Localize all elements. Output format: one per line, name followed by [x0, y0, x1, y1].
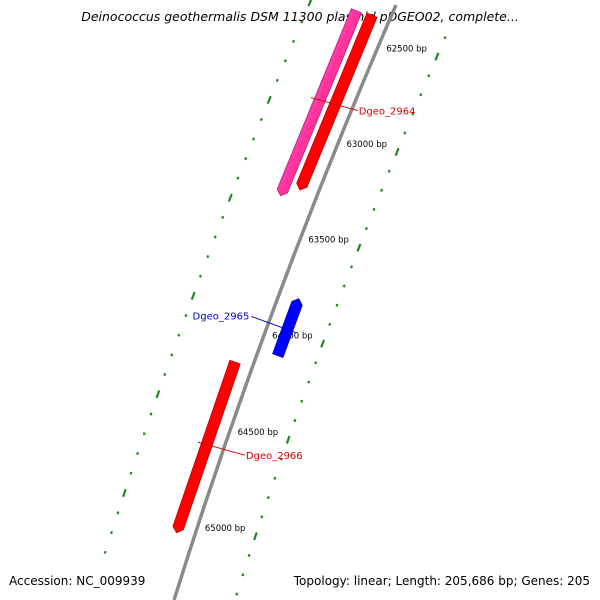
- major-tick: [307, 0, 313, 7]
- minor-tick: [387, 169, 391, 173]
- major-tick: [356, 243, 362, 252]
- tick-marks: 62500 bp 63000 bp 63500 bp 64000 bp 64500 bp…: [103, 0, 447, 596]
- minor-tick: [300, 399, 304, 403]
- minor-tick: [184, 313, 188, 318]
- label-leader-line: [197, 441, 246, 456]
- summary-text: Topology: linear; Length: 205,686 bp; Ge…: [293, 574, 590, 588]
- major-tick: [253, 532, 258, 541]
- map-title: Deinococcus geothermalis DSM 11300 plasm…: [81, 9, 519, 24]
- minor-tick: [244, 156, 248, 161]
- minor-tick: [427, 74, 431, 78]
- minor-tick: [380, 188, 384, 192]
- minor-tick: [206, 254, 210, 259]
- minor-tick: [350, 265, 354, 269]
- gene-labels: Dgeo_2964 Dgeo_2965 Dgeo_2966: [193, 97, 416, 462]
- minor-tick: [307, 380, 311, 384]
- minor-tick: [235, 592, 239, 596]
- minor-tick: [142, 432, 146, 436]
- major-tick: [155, 390, 161, 399]
- label-leader-line: [310, 97, 358, 112]
- gene-body: [172, 359, 241, 534]
- backbone-line: [172, 4, 398, 600]
- major-tick: [285, 435, 291, 444]
- minor-tick: [260, 515, 264, 519]
- minor-tick: [247, 553, 251, 558]
- minor-tick: [273, 476, 277, 480]
- minor-tick: [443, 35, 447, 40]
- minor-tick: [103, 550, 107, 554]
- gene-label[interactable]: Dgeo_2966: [246, 451, 303, 462]
- major-tick: [266, 95, 272, 105]
- minor-tick: [149, 412, 153, 416]
- minor-tick: [342, 284, 346, 288]
- minor-tick: [251, 137, 255, 141]
- minor-tick: [328, 322, 332, 327]
- minor-tick: [411, 112, 415, 116]
- minor-tick: [213, 235, 217, 239]
- gene-dgeo-2965[interactable]: [272, 298, 303, 358]
- gene-bevel: [278, 9, 355, 191]
- tick-label: 64000 bp: [272, 332, 313, 342]
- minor-tick: [364, 226, 368, 231]
- tick-label: 63500 bp: [308, 236, 349, 246]
- gene-label[interactable]: Dgeo_2964: [359, 107, 416, 118]
- minor-tick: [259, 117, 263, 122]
- minor-tick: [335, 303, 339, 307]
- minor-tick: [116, 511, 120, 515]
- minor-tick: [198, 274, 202, 278]
- minor-tick: [280, 457, 283, 461]
- minor-tick: [236, 176, 240, 180]
- minor-tick: [372, 207, 376, 212]
- minor-tick: [403, 131, 407, 135]
- gene-dgeo-2964[interactable]: [276, 8, 363, 197]
- gene-label[interactable]: Dgeo_2965: [193, 311, 250, 322]
- tick-label: 64500 bp: [238, 428, 279, 438]
- minor-tick: [177, 333, 181, 337]
- gene-body: [276, 8, 363, 197]
- major-tick: [122, 488, 127, 498]
- minor-tick: [241, 573, 245, 577]
- gene-bevel: [297, 13, 371, 185]
- minor-tick: [419, 93, 423, 97]
- tick-label: 65000 bp: [205, 524, 246, 534]
- minor-tick: [275, 78, 279, 83]
- minor-tick: [110, 530, 113, 535]
- minor-tick: [221, 215, 225, 219]
- gene-dgeo-2966[interactable]: [172, 359, 241, 534]
- minor-tick: [266, 495, 270, 500]
- minor-tick: [170, 353, 174, 357]
- minor-tick: [293, 418, 297, 423]
- label-leader-line: [251, 316, 296, 333]
- minor-tick: [129, 471, 133, 475]
- minor-tick: [283, 59, 287, 63]
- minor-tick: [314, 361, 318, 365]
- major-tick: [320, 339, 326, 348]
- tick-label: 62500 bp: [386, 45, 427, 55]
- tick-label: 63000 bp: [346, 140, 387, 150]
- major-tick: [434, 52, 440, 61]
- major-tick: [190, 291, 196, 301]
- gene-upper-red[interactable]: [296, 12, 378, 191]
- major-tick: [394, 147, 400, 157]
- minor-tick: [163, 372, 167, 377]
- accession-text: Accession: NC_009939: [9, 574, 146, 588]
- major-tick: [227, 193, 233, 202]
- minor-tick: [300, 20, 304, 24]
- minor-tick: [291, 39, 296, 43]
- minor-tick: [136, 451, 140, 456]
- gene-body: [296, 12, 378, 191]
